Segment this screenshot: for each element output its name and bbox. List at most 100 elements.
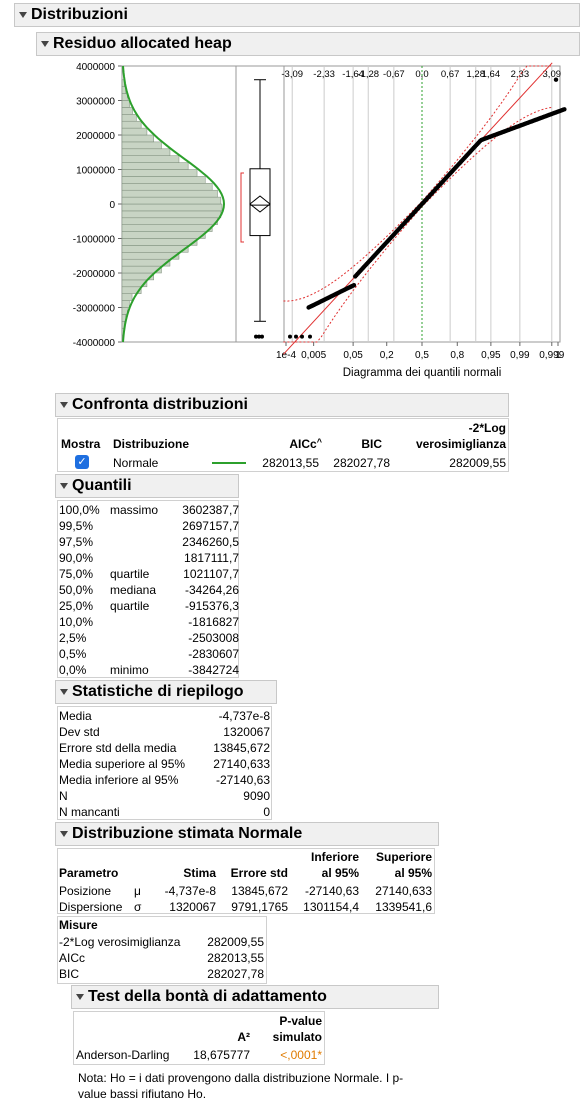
histogram-bar (122, 170, 197, 177)
summary-title: Statistiche di riepilogo (72, 683, 244, 700)
qq-bottom-tick-label: 0,999 (539, 350, 564, 361)
summary-row: N 9090 (59, 789, 270, 805)
collapse-triangle-icon[interactable] (41, 41, 49, 47)
quantile-percent: 0,0% (59, 663, 86, 677)
quantile-row: 0,5% -2830607 (59, 647, 239, 663)
col-loglik-1: -2*Log (400, 421, 506, 435)
gof-pvalue: <,0001* (254, 1048, 322, 1062)
quantile-value: -915376,3 (185, 599, 239, 613)
gof-note-2: value bassi rifiutano Ho. (78, 1087, 206, 1101)
param-lower: 1301154,4 (290, 900, 359, 914)
col-aicc[interactable]: AICc^ (258, 437, 322, 451)
summary-value: -4,737e-8 (219, 709, 270, 723)
h-p-1: P-value (254, 1014, 322, 1028)
quantile-label: quartile (110, 599, 149, 613)
histogram-bar (122, 211, 221, 218)
qq-bottom-tick-label: 0,5 (415, 350, 429, 361)
quantile-value: -2830607 (188, 647, 239, 661)
distributions-header[interactable]: Distribuzioni (14, 3, 580, 27)
dist-bic: 282027,78 (318, 456, 390, 470)
summary-row: Media -4,737e-8 (59, 709, 270, 725)
collapse-triangle-icon[interactable] (19, 12, 27, 18)
gof-title: Test della bontà di adattamento (88, 988, 327, 1005)
quantile-label: mediana (110, 583, 156, 597)
quantile-row: 75,0% quartile 1021107,7 (59, 567, 239, 583)
qq-bottom-tick-label: 0,95 (481, 350, 501, 361)
quantile-label: massimo (110, 503, 158, 517)
measures-title: Misure (59, 918, 98, 932)
fitted-title: Distribuzione stimata Normale (72, 825, 302, 842)
qq-outlier (294, 335, 298, 339)
quantile-row: 0,0% minimo -3842724 (59, 663, 239, 679)
compare-title: Confronta distribuzioni (72, 396, 248, 413)
h-lo-1: Inferiore (290, 850, 359, 864)
quantile-value: -3842724 (188, 663, 239, 677)
summary-key: Media (59, 709, 92, 723)
y-tick-label: 1000000 (76, 166, 115, 177)
quantiles-header[interactable]: Quantili (55, 474, 239, 498)
qq-bottom-tick-label: 0,8 (450, 350, 464, 361)
summary-key: N (59, 789, 68, 803)
summary-row: Media inferiore al 95% -27140,63 (59, 773, 270, 789)
quantile-value: 3602387,7 (182, 503, 239, 517)
qq-point (554, 78, 558, 82)
compare-header[interactable]: Confronta distribuzioni (55, 393, 509, 417)
qq-bottom-tick-label: 0,05 (343, 350, 363, 361)
qq-top-tick-label: 2,33 (511, 69, 530, 80)
histogram-bar (122, 176, 205, 183)
quantile-percent: 25,0% (59, 599, 93, 613)
param-estimate: -4,737e-8 (144, 884, 216, 898)
gof-a2: 18,675777 (182, 1048, 250, 1062)
qq-point (562, 107, 566, 111)
qq-top-tick-label: -1,28 (357, 69, 379, 80)
histogram-bar (122, 308, 127, 315)
dist-line-swatch (212, 462, 246, 464)
outlier-point (260, 335, 264, 339)
gof-test-name: Anderson-Darling (76, 1048, 169, 1062)
parameter-row: Posizione μ -4,737e-8 13845,672 -27140,63 271… (0, 884, 440, 900)
quantile-percent: 10,0% (59, 615, 93, 629)
y-tick-label: 3000000 (76, 97, 115, 108)
summary-key: Media superiore al 95% (59, 757, 185, 771)
quantile-label: minimo (110, 663, 149, 677)
collapse-triangle-icon[interactable] (76, 994, 84, 1000)
quantile-row: 2,5% -2503008 (59, 631, 239, 647)
histogram-bar (122, 114, 136, 121)
variable-header[interactable]: Residuo allocated heap (36, 32, 580, 56)
gof-header[interactable]: Test della bontà di adattamento (71, 985, 439, 1009)
y-tick-label: -1000000 (73, 235, 116, 246)
histogram-bar (122, 225, 212, 232)
qq-top-tick-label: -0,67 (383, 69, 405, 80)
fitted-header[interactable]: Distribuzione stimata Normale (55, 822, 439, 846)
collapse-triangle-icon[interactable] (60, 689, 68, 695)
show-checkbox[interactable]: ✓ (75, 455, 89, 469)
gof-note-1: Nota: Ho = i dati provengono dalla distr… (78, 1071, 403, 1085)
quantile-percent: 90,0% (59, 551, 93, 565)
histogram-bar (122, 239, 197, 246)
qq-top-tick-label: 1,64 (482, 69, 501, 80)
collapse-triangle-icon[interactable] (60, 402, 68, 408)
sort-caret-icon[interactable]: ^ (317, 437, 322, 447)
quantile-value: 1817111,7 (184, 551, 239, 565)
histogram-bar (122, 204, 222, 211)
qq-point (352, 283, 356, 287)
measure-row: -2*Log verosimiglianza 282009,55 (59, 935, 264, 951)
quantile-row: 100,0% massimo 3602387,7 (59, 503, 239, 519)
quantile-percent: 75,0% (59, 567, 93, 581)
measure-value: 282009,55 (207, 935, 264, 949)
collapse-triangle-icon[interactable] (60, 483, 68, 489)
dist-name: Normale (113, 456, 158, 470)
distributions-title: Distribuzioni (31, 6, 128, 23)
col-bic: BIC (330, 437, 382, 451)
collapse-triangle-icon[interactable] (60, 831, 68, 837)
col-show: Mostra (61, 437, 100, 451)
histogram-bar (122, 107, 133, 114)
param-upper: 27140,633 (362, 884, 432, 898)
qq-top-tick-label: -3,09 (281, 69, 303, 80)
summary-value: 0 (263, 805, 270, 819)
quantile-label: quartile (110, 567, 149, 581)
histogram-bar (122, 156, 179, 163)
summary-header[interactable]: Statistiche di riepilogo (55, 680, 277, 704)
summary-row: N mancanti 0 (59, 805, 270, 821)
parameter-row: Dispersione σ 1320067 9791,1765 1301154,4 133… (0, 900, 440, 916)
